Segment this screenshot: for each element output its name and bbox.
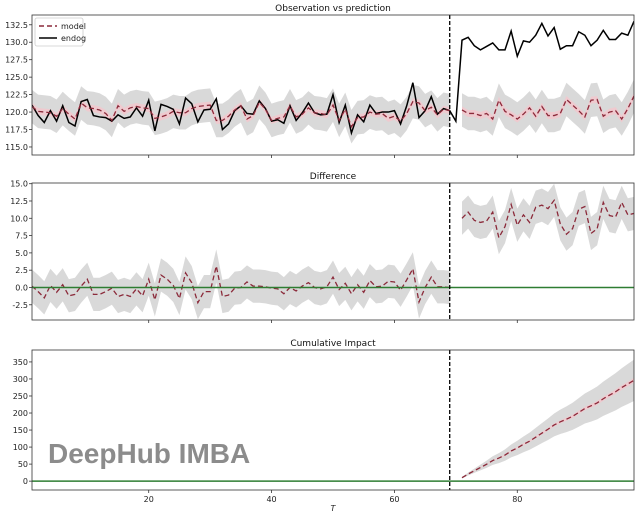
axes-frame xyxy=(31,349,635,491)
y-tick-label: 117.5 xyxy=(5,126,28,135)
plot-area xyxy=(32,350,634,490)
y-tick-label: 5.0 xyxy=(15,249,28,258)
y-tick-label: 125.0 xyxy=(5,73,28,82)
model-line-pre xyxy=(32,100,450,129)
y-tick-label: 200 xyxy=(13,409,28,418)
panel-title: Difference xyxy=(310,172,357,182)
panel-title: Cumulative Impact xyxy=(290,339,376,349)
y-tick-label: 50 xyxy=(18,460,28,469)
x-tick-label: 40 xyxy=(266,495,276,504)
y-tick-label: 120.0 xyxy=(5,108,28,117)
difference-line-post xyxy=(461,198,634,240)
y-tick-label: 132.5 xyxy=(5,21,28,30)
cumulative-line xyxy=(461,379,634,479)
legend-model-label: model xyxy=(61,22,86,31)
panel-2: Cumulative Impact 0 50 100 150 200 250 300 350 20… xyxy=(13,339,635,504)
legend: model endog xyxy=(34,17,86,47)
y-tick-label: 15.0 xyxy=(10,180,28,189)
y-tick-label: 127.5 xyxy=(5,56,28,65)
y-tick-label: 7.5 xyxy=(15,232,28,241)
y-tick-label: 2.5 xyxy=(15,266,28,275)
x-tick-label: 20 xyxy=(144,495,154,504)
y-tick-label: 100 xyxy=(13,443,28,452)
panel-1: Difference -2.5 0.0 2.5 5.0 7.5 10.0 12.5 15.0 xyxy=(10,172,635,323)
x-axis-label: T xyxy=(331,504,337,513)
axes-frame xyxy=(31,14,635,156)
panel-0: Observation vs prediction 115.0 117.5 120.0… xyxy=(5,4,635,158)
y-tick-label: 300 xyxy=(13,375,28,384)
difference-interval-post xyxy=(462,183,634,255)
y-tick-label: 0 xyxy=(23,477,28,486)
x-tick-label: 80 xyxy=(512,495,522,504)
endog-line xyxy=(32,20,634,136)
y-tick-label: -2.5 xyxy=(12,301,28,310)
cumulative-interval xyxy=(462,359,634,479)
y-tick-label: 150 xyxy=(13,426,28,435)
prediction-interval-post xyxy=(462,79,634,136)
panel-title: Observation vs prediction xyxy=(275,4,391,14)
y-tick-label: 250 xyxy=(13,392,28,401)
prediction-interval-pre xyxy=(32,84,450,144)
y-tick-label: 350 xyxy=(13,358,28,367)
plot-area xyxy=(32,183,634,320)
y-tick-label: 12.5 xyxy=(10,197,28,206)
plot-area xyxy=(32,15,634,155)
legend-endog-label: endog xyxy=(61,34,86,43)
axes-frame xyxy=(31,182,635,321)
y-tick-label: 130.0 xyxy=(5,38,28,47)
difference-interval-pre xyxy=(32,249,450,320)
y-tick-label: 115.0 xyxy=(5,143,28,152)
legend-box xyxy=(34,17,84,47)
x-tick-label: 60 xyxy=(389,495,399,504)
model-line-post xyxy=(461,95,634,121)
y-tick-label: 10.0 xyxy=(10,214,28,223)
y-tick-label: 122.5 xyxy=(5,91,28,100)
watermark: DeepHub IMBA xyxy=(48,438,250,469)
y-tick-label: 0.0 xyxy=(15,283,28,292)
